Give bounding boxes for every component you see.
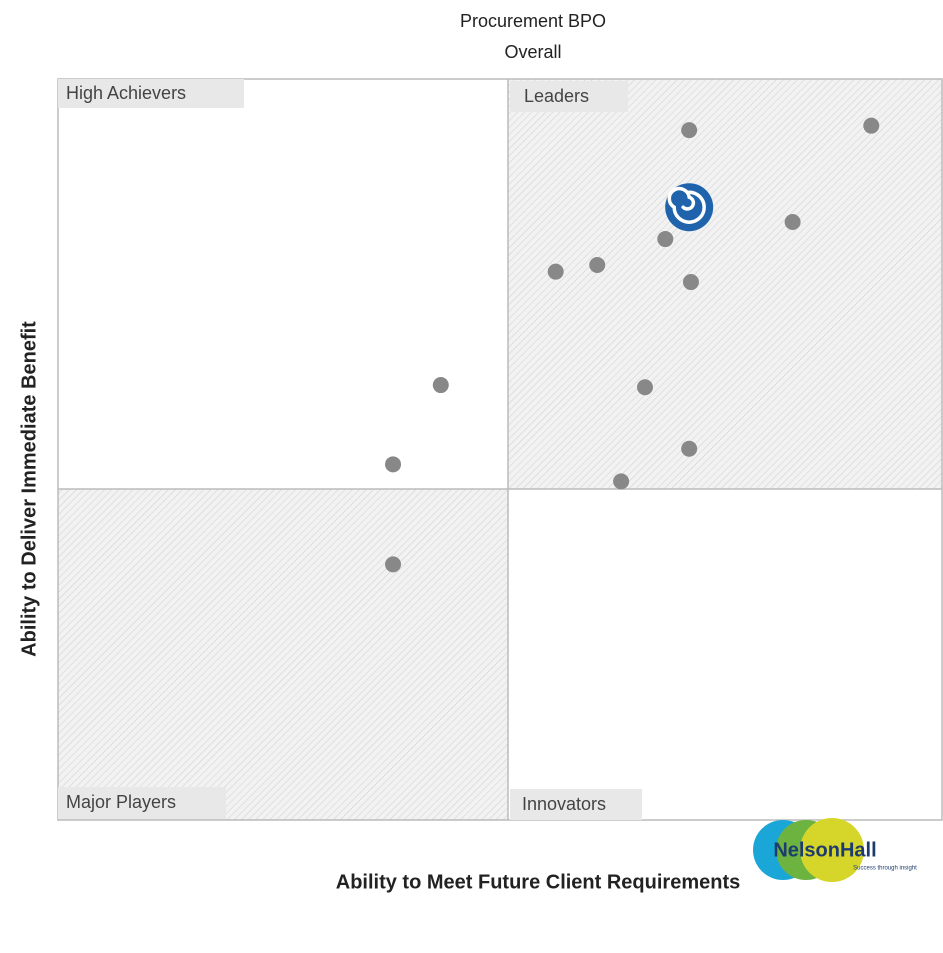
highlight-point — [665, 183, 714, 232]
point — [613, 473, 630, 490]
quadrant-label: High Achievers — [66, 83, 186, 103]
icon-swirl — [667, 186, 706, 224]
quadrant-label: Leaders — [524, 86, 589, 106]
point — [385, 556, 402, 573]
y-axis-label: Ability to Deliver Immediate Benefit — [18, 321, 40, 657]
chart-subtitle: Overall — [504, 42, 561, 62]
point — [385, 456, 402, 473]
logo-tagline: Success through insight — [853, 866, 917, 872]
quadrant-bg — [508, 79, 942, 489]
logo: NelsonHall Success through insight — [753, 818, 917, 882]
logo-text: NelsonHall — [773, 839, 876, 861]
quadrant-label: Innovators — [522, 794, 606, 814]
plot-border — [57, 78, 943, 821]
label-box — [58, 787, 226, 819]
point — [547, 263, 564, 280]
point — [589, 256, 606, 273]
label-box — [58, 79, 244, 108]
x-axis-label: Ability to Meet Future Client Requiremen… — [336, 871, 740, 893]
point — [432, 377, 449, 394]
chart-title: Procurement BPO — [460, 11, 606, 31]
point — [863, 117, 880, 134]
label-box — [510, 81, 628, 112]
point — [682, 274, 699, 291]
plot-area: High Achievers Leaders Major Players Inn… — [57, 78, 943, 821]
point — [636, 379, 653, 396]
point — [784, 214, 801, 231]
quadrant-bg — [58, 489, 508, 820]
point — [681, 440, 698, 457]
label-box — [510, 789, 642, 820]
logo-circle — [800, 818, 864, 882]
point — [657, 231, 674, 248]
quadrant-label: Major Players — [66, 792, 176, 812]
point — [681, 122, 698, 139]
